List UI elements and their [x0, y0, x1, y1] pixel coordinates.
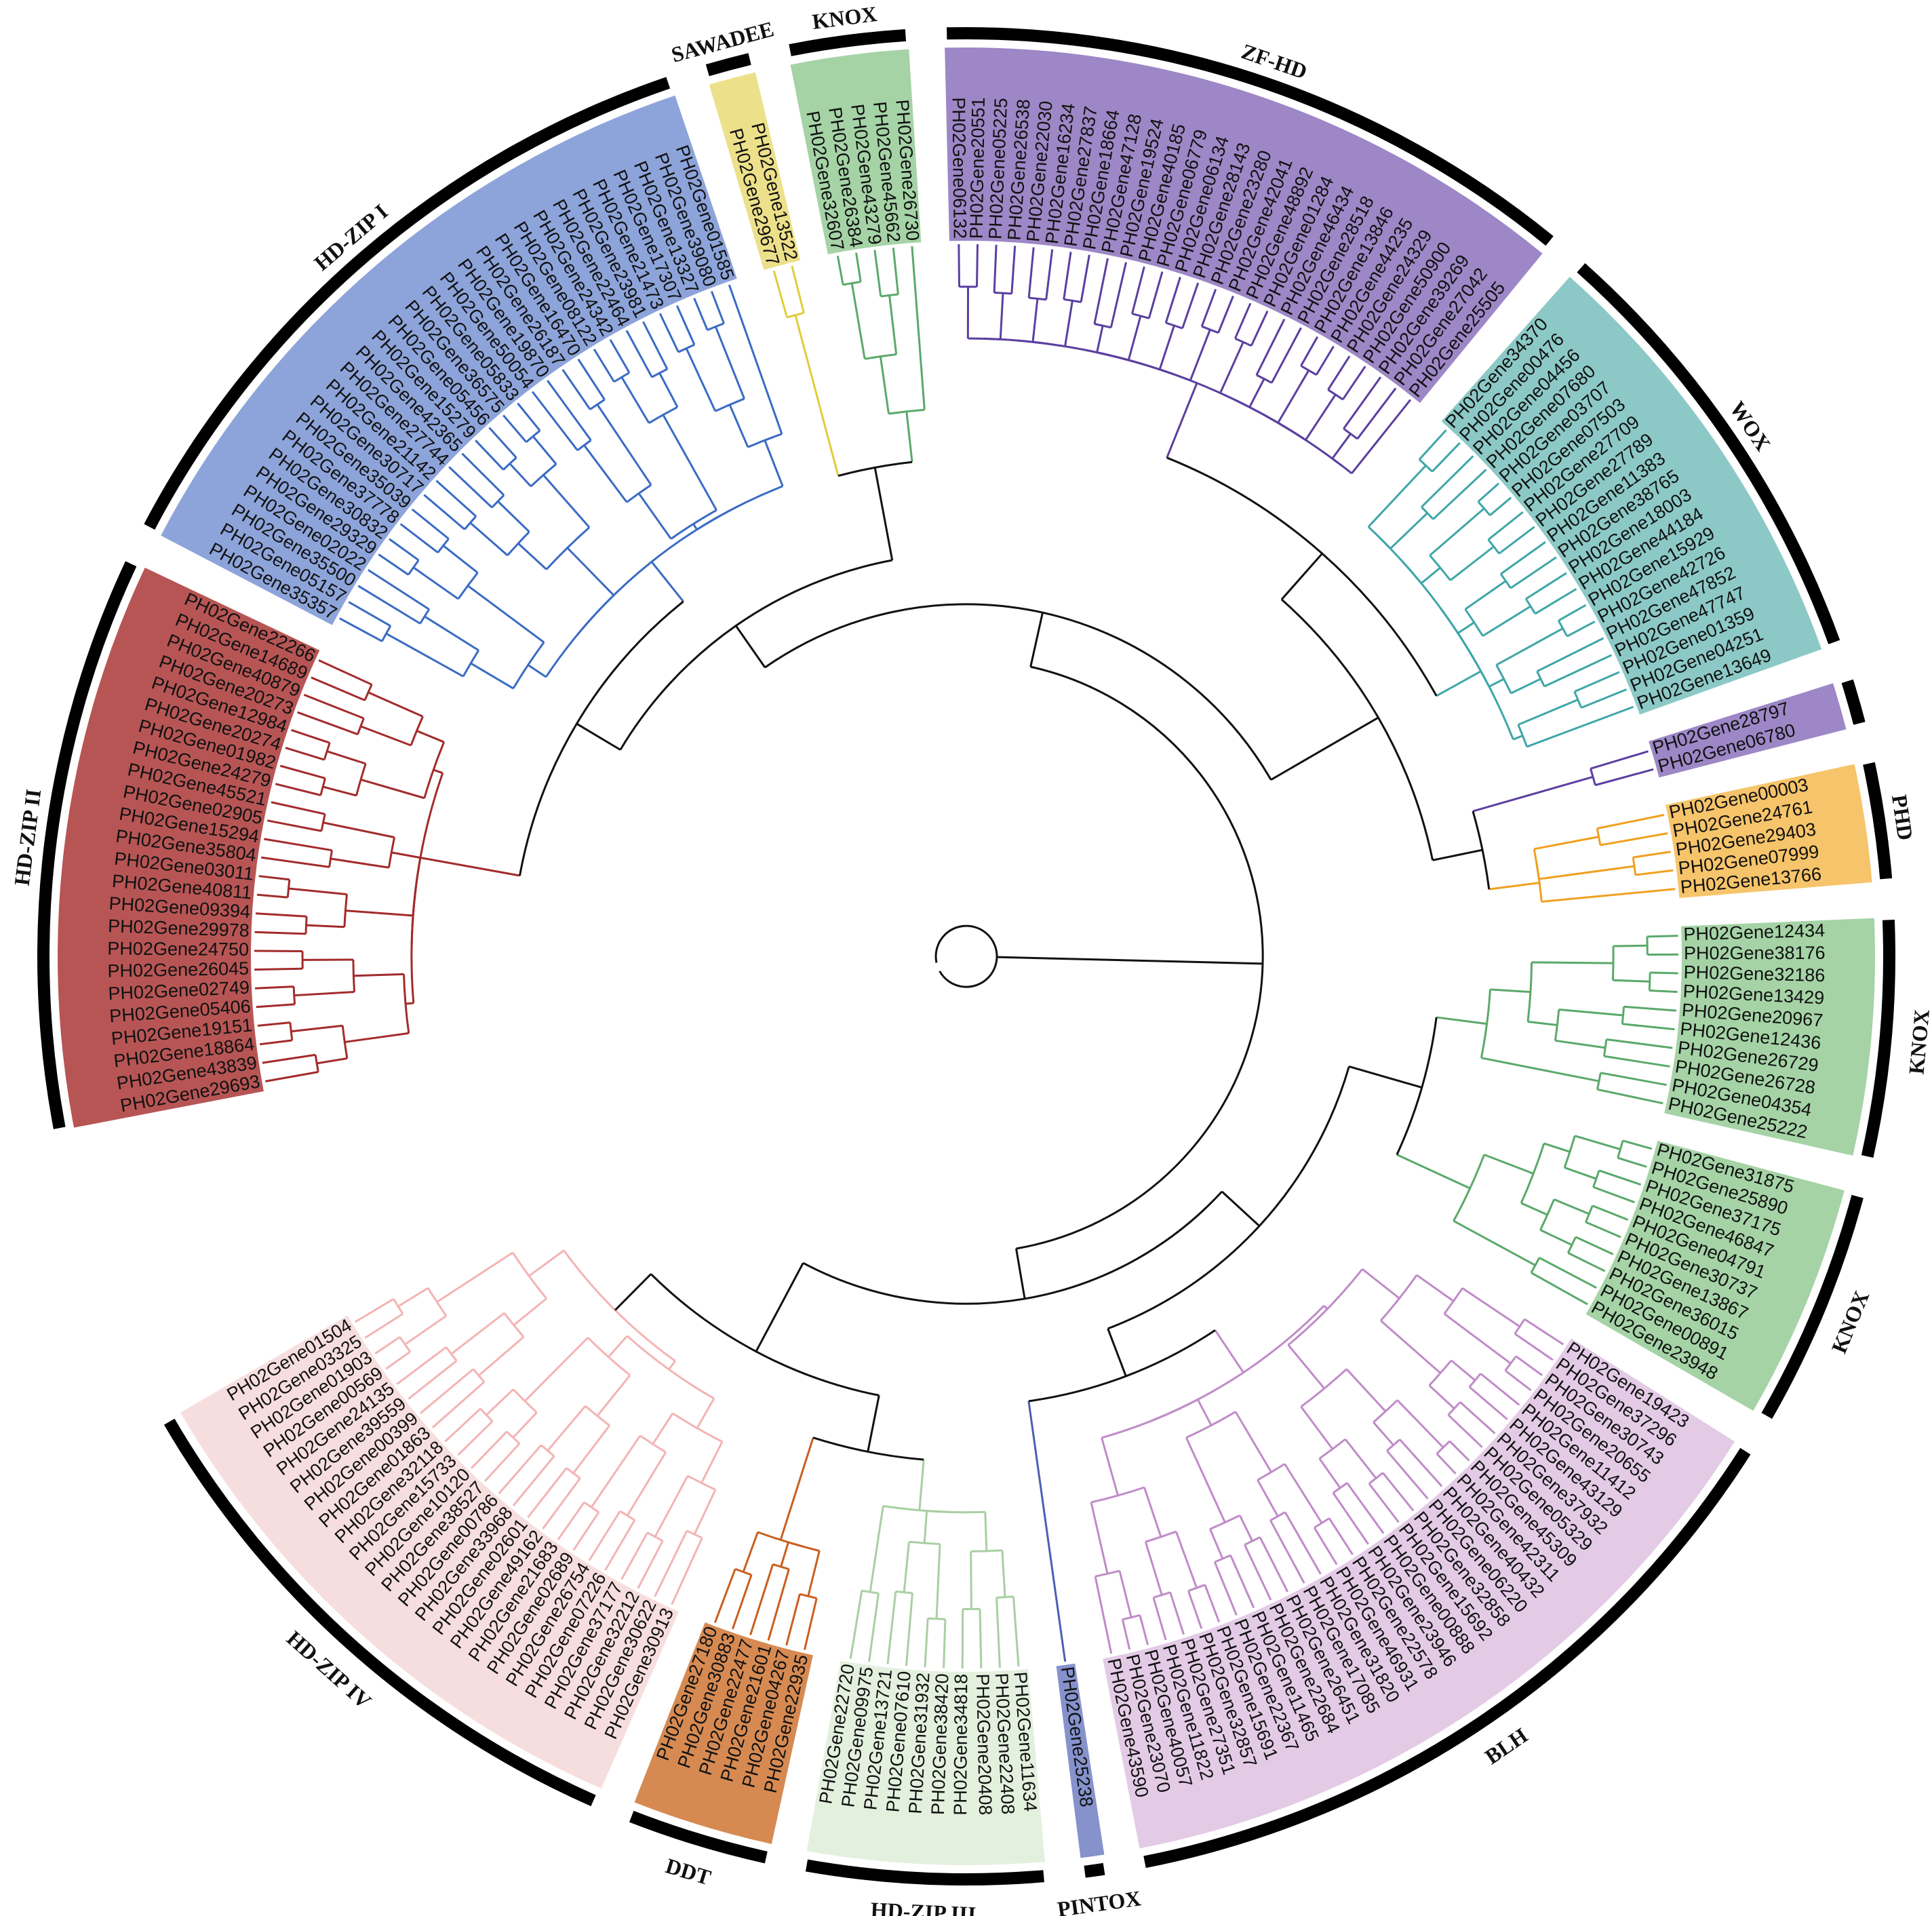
gene-label: PH02Gene20408	[972, 1673, 995, 1815]
clade-background-band	[1585, 1140, 1845, 1411]
gene-label: PH02Gene20551	[966, 97, 989, 239]
clade-ring-segment	[789, 28, 907, 56]
gene-labels: PH02Gene29693PH02Gene43839PH02Gene18864P…	[107, 97, 1825, 1816]
gene-label: PH02Gene38176	[1684, 943, 1826, 964]
clade-ring-segment	[805, 1859, 1044, 1885]
clade-background-band	[945, 47, 1543, 404]
clade-background-band	[57, 568, 320, 1128]
clade-ring-segment	[1863, 762, 1893, 880]
clade-name-label: HD-ZIP IV	[282, 1626, 376, 1713]
clade-background-band	[180, 1315, 679, 1789]
clade-background-band	[161, 95, 737, 625]
clade-ring-segment	[1761, 1194, 1864, 1420]
gene-label: PH02Gene12434	[1683, 920, 1825, 945]
clade-background-band	[1103, 1338, 1735, 1849]
clade-background-band	[790, 49, 922, 254]
clade-background-band	[709, 72, 801, 271]
tree-branches	[254, 244, 1679, 1668]
clade-background-band	[1665, 764, 1872, 899]
clade-background-band	[1649, 683, 1847, 778]
clade-name-label: KNOX	[1826, 1287, 1874, 1356]
clade-name-label: PINTOX	[1056, 1885, 1143, 1916]
clade-ring-segment	[1841, 679, 1866, 725]
gene-label: PH02Gene32186	[1683, 962, 1825, 985]
clade-name-label: KNOX	[811, 1, 879, 34]
clade-background-band	[1441, 277, 1822, 715]
gene-label: PH02Gene29978	[108, 916, 250, 941]
clade-backgrounds	[57, 47, 1876, 1865]
gene-label: PH02Gene34818	[950, 1674, 971, 1816]
gene-label: PH02Gene26045	[107, 958, 249, 981]
clade-name-label: SAWADEE	[669, 16, 776, 67]
clade-name-label: DDT	[663, 1853, 713, 1890]
clade-name-label: KNOX	[1904, 1009, 1932, 1076]
clade-ring-segment	[37, 561, 137, 1129]
gene-label: PH02Gene38420	[928, 1673, 953, 1816]
clade-ring-segment	[1084, 1862, 1105, 1878]
clade-ring-segment	[1861, 920, 1895, 1158]
clade-background-band	[806, 1660, 1045, 1865]
clade-background-band	[634, 1622, 813, 1844]
clade-name-label: HD-ZIP III	[870, 1897, 977, 1916]
gene-label: PH02Gene25238	[1057, 1665, 1097, 1808]
clade-ring-segment	[705, 53, 751, 77]
clade-background-band	[1056, 1663, 1105, 1858]
clade-background-band	[1664, 918, 1876, 1156]
gene-label: PH02Gene06132	[948, 97, 970, 239]
clade-name-label: BLH	[1480, 1723, 1532, 1769]
gene-label: PH02Gene24750	[107, 938, 249, 960]
clade-name-label: HD-ZIP II	[9, 787, 46, 887]
clade-ring-segment	[629, 1810, 768, 1864]
clade-name-label: PHD	[1887, 793, 1918, 842]
